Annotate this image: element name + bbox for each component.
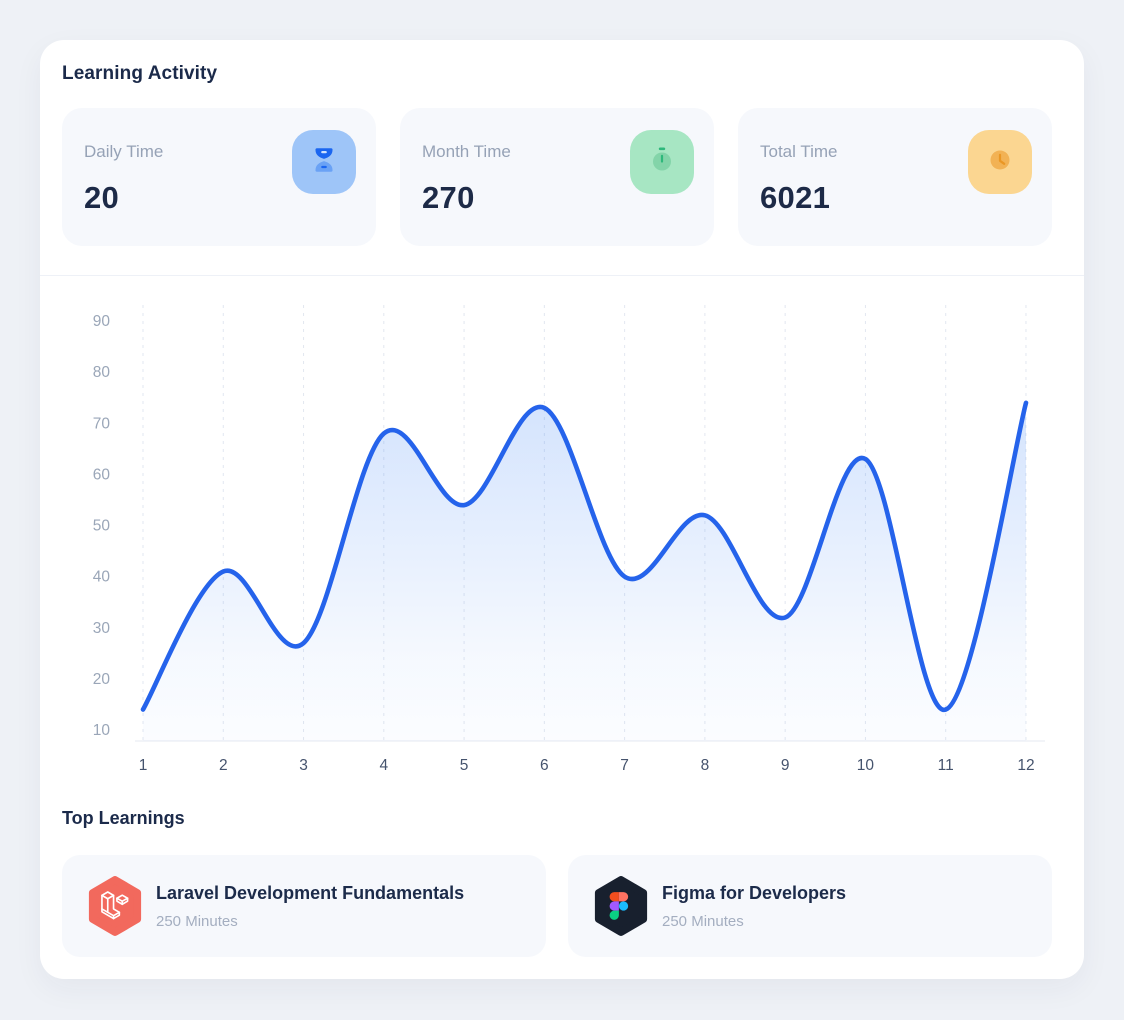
- stopwatch-icon: [646, 144, 678, 181]
- x-axis-tick-label: 8: [701, 757, 710, 774]
- learning-title: Laravel Development Fundamentals: [156, 883, 465, 903]
- x-axis-tick-label: 12: [1017, 757, 1034, 774]
- learning-activity-panel: Learning Activity Daily Time 20 Month Ti…: [40, 40, 1084, 979]
- laravel-icon: [86, 874, 144, 943]
- x-axis-tick-label: 2: [219, 757, 228, 774]
- y-axis-tick-label: 10: [93, 722, 111, 739]
- series-line: [140, 400, 1029, 712]
- hourglass-icon: [309, 145, 339, 180]
- x-axis-labels: 1 2 3 4 5 6 7 8 9 10 11 12: [139, 757, 1035, 774]
- learning-duration: 250 Minutes: [662, 913, 744, 930]
- x-axis-tick-label: 9: [781, 757, 790, 774]
- page-title: Learning Activity: [62, 63, 218, 84]
- x-axis-tick-label: 10: [857, 757, 875, 774]
- x-axis-tick-label: 1: [139, 757, 148, 774]
- learning-title: Figma for Developers: [662, 883, 847, 903]
- stat-icon-tile: [630, 130, 694, 194]
- y-axis-tick-label: 40: [93, 569, 111, 586]
- y-axis-tick-label: 30: [93, 620, 111, 637]
- y-axis-tick-label: 50: [93, 518, 111, 535]
- x-axis-tick-label: 5: [460, 757, 469, 774]
- chart-series-line: [140, 400, 1029, 712]
- clock-icon: [984, 144, 1016, 181]
- series-area: [143, 402, 1026, 741]
- stats-row: Daily Time 20 Month Time 270: [62, 108, 1062, 246]
- x-axis-tick-label: 6: [540, 757, 549, 774]
- y-axis-labels: 90 80 70 60 50 40 30 20 10: [93, 313, 111, 739]
- y-axis-tick-label: 20: [93, 671, 111, 688]
- section-divider: [40, 275, 1084, 276]
- stat-value: 270: [422, 180, 475, 215]
- y-axis-tick-label: 80: [93, 364, 111, 381]
- stat-label: Month Time: [422, 142, 511, 161]
- y-axis-tick-label: 60: [93, 466, 111, 483]
- learning-duration: 250 Minutes: [156, 913, 238, 930]
- stat-value: 20: [84, 180, 120, 215]
- learning-card-laravel[interactable]: Laravel Development Fundamentals 250 Min…: [62, 855, 546, 957]
- stat-card-total-time: Total Time 6021: [738, 108, 1052, 246]
- top-learnings-heading: Top Learnings: [62, 808, 185, 828]
- figma-icon: [592, 874, 650, 943]
- stat-value: 6021: [760, 180, 831, 215]
- learning-card-figma[interactable]: Figma for Developers 250 Minutes: [568, 855, 1052, 957]
- stat-card-daily-time: Daily Time 20: [62, 108, 376, 246]
- stat-label: Daily Time: [84, 142, 164, 161]
- stat-card-month-time: Month Time 270: [400, 108, 714, 246]
- x-axis-tick-label: 3: [299, 757, 308, 774]
- chart-area-fill: [143, 402, 1026, 741]
- y-axis-tick-label: 70: [93, 415, 111, 432]
- stat-label: Total Time: [760, 142, 838, 161]
- x-axis-tick-label: 7: [620, 757, 629, 774]
- x-axis-tick-label: 4: [379, 757, 388, 774]
- x-axis-tick-label: 11: [938, 757, 954, 774]
- stat-icon-tile: [292, 130, 356, 194]
- y-axis-tick-label: 90: [93, 313, 111, 330]
- stat-icon-tile: [968, 130, 1032, 194]
